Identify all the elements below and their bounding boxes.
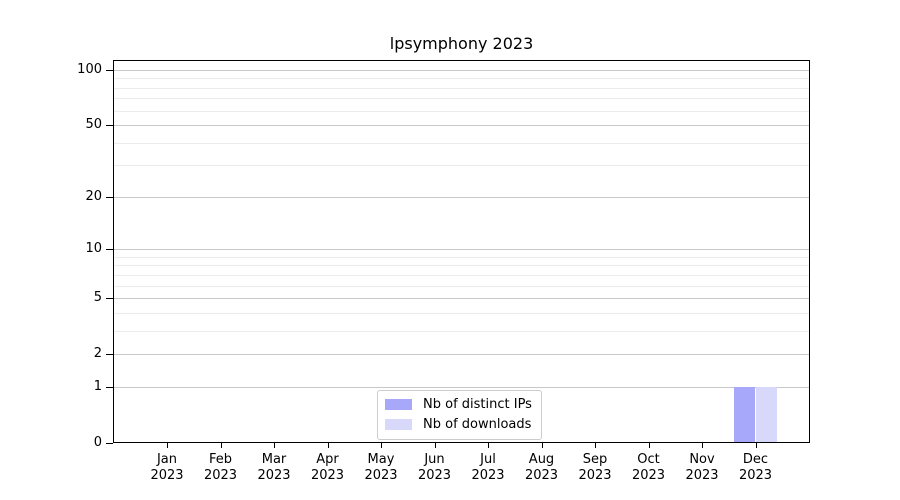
x-tick-mark <box>595 443 596 448</box>
x-tick-label-year: 2023 <box>738 468 773 483</box>
x-tick-label-year: 2023 <box>150 468 184 483</box>
y-tick-label: 5 <box>93 290 102 306</box>
minor-gridline <box>113 165 810 167</box>
y-tick-label: 10 <box>85 241 102 257</box>
x-tick-mark <box>327 443 329 448</box>
y-tick-mark <box>106 443 113 444</box>
y-tick-label: 2 <box>93 346 102 362</box>
minor-gridline <box>113 87 810 89</box>
y-tick-label: 50 <box>85 117 102 132</box>
major-gridline <box>113 249 810 251</box>
x-tick-label: Apr 2023 <box>297 452 359 484</box>
axes-frame <box>113 60 810 443</box>
x-tick-label-month: Feb <box>208 452 233 467</box>
x-tick-mark <box>648 443 650 448</box>
legend: Nb of distinct IPs Nb of downloads <box>377 390 542 440</box>
y-tick-mark <box>106 196 113 198</box>
x-tick-label-month: Mar <box>261 452 287 467</box>
x-tick-mark <box>167 443 168 448</box>
x-tick-label: Jun 2023 <box>404 452 466 484</box>
major-gridline <box>113 125 810 126</box>
x-tick-label-month: Nov <box>689 452 715 467</box>
y-tick-mark <box>106 249 113 251</box>
x-tick-label-month: Oct <box>637 452 660 467</box>
x-tick-label-year: 2023 <box>685 468 719 483</box>
y-tick-label: 100 <box>77 61 102 77</box>
major-gridline <box>113 69 810 71</box>
x-tick-label-year: 2023 <box>578 468 612 483</box>
x-tick-label-year: 2023 <box>417 468 452 483</box>
x-tick-label-month: Dec <box>742 452 769 467</box>
minor-gridline <box>113 256 810 258</box>
x-tick-label: Jan 2023 <box>136 452 198 484</box>
x-tick-mark <box>488 443 489 448</box>
x-tick-label: Dec 2023 <box>725 452 787 484</box>
x-tick-mark <box>702 443 703 448</box>
legend-swatch-distinct-ips <box>385 399 412 410</box>
x-tick-mark <box>381 443 382 448</box>
y-tick-mark <box>106 354 113 356</box>
x-tick-mark <box>541 443 543 448</box>
minor-gridline <box>113 110 810 112</box>
x-tick-mark <box>274 443 275 448</box>
x-tick-label: Feb 2023 <box>190 452 252 484</box>
x-tick-label: Sep 2023 <box>564 452 626 484</box>
minor-gridline <box>113 78 810 80</box>
minor-gridline <box>113 285 810 287</box>
minor-gridline <box>113 312 810 314</box>
x-tick-label: Nov 2023 <box>671 452 733 484</box>
major-gridline <box>113 196 810 198</box>
legend-item-downloads: Nb of downloads <box>385 416 532 433</box>
x-tick-label-year: 2023 <box>524 468 559 483</box>
x-tick-label: Jul 2023 <box>457 452 519 484</box>
minor-gridline <box>113 98 810 100</box>
y-tick-label: 0 <box>93 435 102 450</box>
x-tick-label-month: Jul <box>480 452 496 467</box>
x-tick-mark <box>220 443 222 448</box>
x-tick-label: May 2023 <box>350 452 412 484</box>
major-gridline <box>113 354 810 356</box>
x-tick-label-year: 2023 <box>471 468 505 483</box>
x-tick-label-year: 2023 <box>364 468 398 483</box>
y-tick-mark <box>106 298 113 300</box>
legend-swatch-downloads <box>385 419 412 430</box>
major-gridline <box>113 298 810 300</box>
x-tick-label-month: Sep <box>582 452 608 467</box>
x-tick-label-month: Aug <box>528 452 555 467</box>
chart-title: lpsymphony 2023 <box>389 34 534 53</box>
y-tick-mark <box>106 69 113 71</box>
minor-gridline <box>113 142 810 144</box>
minor-gridline <box>113 330 810 332</box>
legend-label-distinct-ips: Nb of distinct IPs <box>423 397 532 412</box>
x-tick-mark <box>755 443 757 448</box>
x-tick-label-month: Jan <box>156 452 178 467</box>
x-tick-label-month: Jun <box>424 452 445 467</box>
legend-item-distinct-ips: Nb of distinct IPs <box>385 396 532 413</box>
x-tick-label-year: 2023 <box>631 468 666 483</box>
plot-area: Nb of distinct IPs Nb of downloads 0 1 2 5 1… <box>77 60 810 483</box>
minor-gridline <box>113 274 810 276</box>
x-tick-label-year: 2023 <box>310 468 345 483</box>
major-gridline <box>113 386 810 388</box>
y-tick-mark <box>106 125 113 126</box>
bar-distinct-ips <box>734 386 756 443</box>
x-tick-mark <box>434 443 436 448</box>
x-tick-label: Aug 2023 <box>511 452 573 484</box>
bar-downloads <box>755 386 777 443</box>
y-tick-label: 20 <box>85 188 102 204</box>
x-tick-label-month: May <box>367 452 395 467</box>
y-tick-mark <box>106 386 113 388</box>
x-tick-label-month: Apr <box>316 452 339 467</box>
x-tick-label-year: 2023 <box>257 468 291 483</box>
x-tick-label: Oct 2023 <box>618 452 680 484</box>
y-tick-label: 1 <box>93 378 102 394</box>
x-tick-label: Mar 2023 <box>243 452 305 484</box>
minor-gridline <box>113 265 810 267</box>
legend-label-downloads: Nb of downloads <box>423 417 532 432</box>
x-tick-label-year: 2023 <box>203 468 238 483</box>
